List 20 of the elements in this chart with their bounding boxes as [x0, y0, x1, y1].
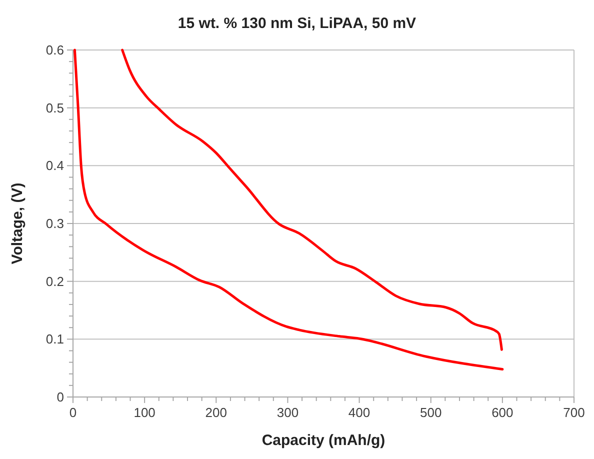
x-tick-label: 600 [492, 405, 514, 420]
y-tick-label: 0.4 [46, 158, 64, 174]
y-tick-label: 0 [56, 390, 64, 404]
x-tick-label: 100 [134, 405, 156, 420]
y-tick-label: 0.6 [46, 42, 64, 58]
x-axis-title: Capacity (mAh/g) [262, 432, 386, 449]
y-tick-label: 0.2 [46, 274, 64, 289]
y-tick-label: 0.1 [46, 332, 64, 347]
x-tick-label: 500 [420, 405, 442, 420]
y-tick-label: 0.5 [46, 100, 64, 116]
x-tick-label: 700 [563, 405, 585, 420]
line-series [121, 48, 503, 351]
y-axis-title: Voltage, (V) [9, 182, 26, 264]
x-tick-label: 300 [276, 405, 299, 420]
y-tick-label: 0.3 [46, 216, 64, 231]
chart-title: 15 wt. % 130 nm Si, LiPAA, 50 mV [178, 15, 416, 32]
x-tick-label: 200 [205, 405, 227, 420]
x-tick-label: 0 [69, 405, 77, 420]
x-tick-label: 400 [348, 405, 370, 420]
line-series [73, 48, 504, 370]
